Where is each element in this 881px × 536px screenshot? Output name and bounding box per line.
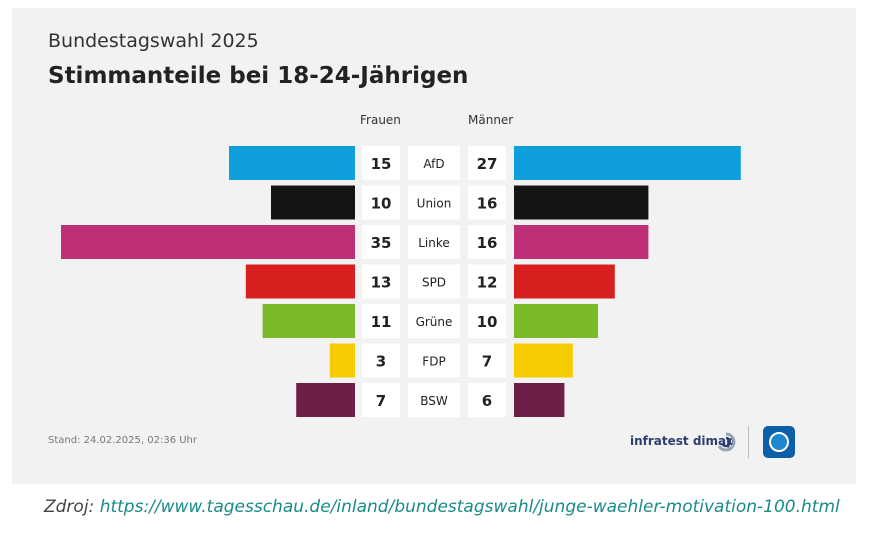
bar-frauen-bsw xyxy=(296,383,355,417)
cell-maenner-linke xyxy=(468,225,506,259)
bar-maenner-fdp xyxy=(514,343,573,378)
value-maenner-grüne: 10 xyxy=(477,313,498,331)
party-label-linke: Linke xyxy=(418,236,450,250)
infratest-arc-icon xyxy=(717,432,736,452)
value-maenner-linke: 16 xyxy=(477,234,498,252)
legend-maenner: Männer xyxy=(468,113,514,127)
cell-party-linke xyxy=(408,225,460,259)
source-link[interactable]: https://www.tagesschau.de/inland/bundest… xyxy=(99,497,840,517)
legend-frauen: Frauen xyxy=(360,113,401,127)
value-maenner-fdp: 7 xyxy=(482,353,492,371)
cell-maenner-union xyxy=(468,185,506,220)
value-frauen-grüne: 11 xyxy=(371,313,392,331)
cell-frauen-fdp xyxy=(362,343,400,378)
bar-frauen-spd xyxy=(245,264,355,299)
value-maenner-afd: 27 xyxy=(477,155,498,173)
caption-prefix: Zdroj: xyxy=(44,497,100,517)
cell-frauen-union xyxy=(362,185,400,220)
bar-maenner-union xyxy=(514,185,649,220)
cell-maenner-grüne xyxy=(468,304,506,338)
cell-party-grüne xyxy=(408,304,460,338)
party-label-afd: AfD xyxy=(423,157,444,171)
bar-frauen-grüne xyxy=(262,304,355,338)
cell-frauen-grüne xyxy=(362,304,400,338)
value-frauen-afd: 15 xyxy=(371,155,392,173)
bar-maenner-grüne xyxy=(514,304,598,338)
logo-divider xyxy=(748,426,749,458)
cell-party-spd xyxy=(408,264,460,299)
bar-maenner-spd xyxy=(514,264,615,299)
stand-timestamp: Stand: 24.02.2025, 02:36 Uhr xyxy=(48,435,198,446)
cell-frauen-bsw xyxy=(362,383,400,417)
value-maenner-bsw: 6 xyxy=(482,392,492,410)
cell-frauen-spd xyxy=(362,264,400,299)
party-label-union: Union xyxy=(417,197,452,211)
bar-frauen-union xyxy=(271,185,355,220)
chart-title: Stimmanteile bei 18-24-Jährigen xyxy=(48,63,469,89)
party-label-grüne: Grüne xyxy=(416,315,453,329)
bar-maenner-afd xyxy=(514,146,741,180)
cell-party-fdp xyxy=(408,343,460,378)
cell-frauen-linke xyxy=(362,225,400,259)
party-label-spd: SPD xyxy=(422,276,446,290)
cell-maenner-fdp xyxy=(468,343,506,378)
party-label-bsw: BSW xyxy=(420,394,448,408)
bar-maenner-bsw xyxy=(514,383,565,417)
source-caption: Zdroj: https://www.tagesschau.de/inland/… xyxy=(44,497,840,517)
bar-frauen-linke xyxy=(61,225,355,259)
bar-maenner-linke xyxy=(514,225,649,259)
value-maenner-union: 16 xyxy=(477,195,498,213)
value-maenner-spd: 12 xyxy=(477,274,498,292)
chart-supertitle: Bundestagswahl 2025 xyxy=(48,30,259,52)
cell-party-afd xyxy=(408,146,460,180)
tagesschau-icon xyxy=(763,426,795,458)
cell-maenner-afd xyxy=(468,146,506,180)
value-frauen-fdp: 3 xyxy=(376,353,386,371)
value-frauen-union: 10 xyxy=(371,195,392,213)
cell-party-union xyxy=(408,185,460,220)
value-frauen-bsw: 7 xyxy=(376,392,386,410)
party-label-fdp: FDP xyxy=(422,355,445,369)
bar-frauen-afd xyxy=(229,146,355,180)
cell-maenner-bsw xyxy=(468,383,506,417)
bar-frauen-fdp xyxy=(329,343,355,378)
value-frauen-spd: 13 xyxy=(371,274,392,292)
cell-frauen-afd xyxy=(362,146,400,180)
cell-party-bsw xyxy=(408,383,460,417)
cell-maenner-spd xyxy=(468,264,506,299)
butterfly-chart: 15 AfD 27 10 Union 16 35 Linke 16 13 SPD 12 11 Grüne 1… xyxy=(61,146,741,417)
infratest-logo: infratest dimap xyxy=(630,434,735,448)
value-frauen-linke: 35 xyxy=(371,234,392,252)
